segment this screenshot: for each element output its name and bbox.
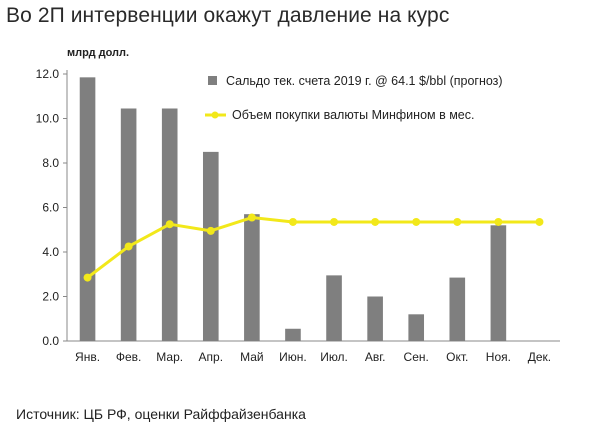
line-point bbox=[124, 242, 133, 251]
bar bbox=[244, 214, 260, 341]
y-tick-label: 6.0 bbox=[42, 201, 59, 215]
bar bbox=[202, 151, 219, 341]
bar bbox=[326, 275, 342, 341]
line-point bbox=[371, 217, 380, 226]
bar bbox=[408, 314, 425, 341]
bar bbox=[449, 277, 466, 341]
chart: 0.0 2.0 4.0 6.0 8.0 10.0 12.0 Янв. Фев. Мар. Апр. М… bbox=[36, 67, 560, 364]
y-tick-label: 8.0 bbox=[42, 156, 59, 170]
x-tick-label: Сен. bbox=[404, 350, 429, 364]
line-point bbox=[165, 220, 174, 229]
chart-title: Во 2П интервенции окажут давление на кур… bbox=[6, 4, 450, 27]
x-tick-label: Июл. bbox=[320, 350, 348, 364]
legend-label-purchases: Объем покупки валюты Минфином в мес. bbox=[232, 108, 474, 122]
series-line bbox=[86, 216, 540, 279]
x-tick-label: Янв. bbox=[75, 350, 100, 364]
bar bbox=[79, 77, 96, 342]
y-tick-label: 0.0 bbox=[42, 334, 59, 348]
y-tick-label: 10.0 bbox=[36, 112, 60, 126]
x-tick-label: Фев. bbox=[116, 350, 142, 364]
y-tick-label: 12.0 bbox=[36, 67, 60, 81]
y-tick-label: 4.0 bbox=[42, 245, 59, 259]
unit-label: млрд долл. bbox=[67, 47, 130, 59]
line-point bbox=[288, 217, 297, 226]
legend-bar-swatch bbox=[208, 76, 217, 85]
y-tick-label: 2.0 bbox=[42, 290, 59, 304]
bar bbox=[367, 296, 383, 341]
x-tick-label: Окт. bbox=[446, 350, 468, 364]
bar bbox=[285, 328, 301, 341]
x-tick-label: Апр. bbox=[199, 350, 224, 364]
line-point bbox=[494, 217, 503, 226]
legend-line-marker bbox=[211, 111, 219, 119]
line-point bbox=[330, 217, 339, 226]
legend-label-balance: Сальдо тек. счета 2019 г. @ 64.1 $/bbl (… bbox=[226, 74, 503, 88]
line-point bbox=[412, 217, 421, 226]
line-point bbox=[535, 217, 544, 226]
line-point bbox=[453, 217, 462, 226]
x-tick-label: Май bbox=[240, 350, 264, 364]
x-tick-label: Ноя. bbox=[486, 350, 511, 364]
bar bbox=[490, 225, 507, 341]
x-tick-label: Дек. bbox=[528, 350, 551, 364]
bar bbox=[120, 108, 137, 341]
x-tick-label: Мар. bbox=[156, 350, 183, 364]
line-point bbox=[83, 273, 92, 282]
line-point bbox=[247, 213, 256, 222]
x-tick-label: Июн. bbox=[279, 350, 307, 364]
source-note: Источник: ЦБ РФ, оценки Райффайзенбанка bbox=[16, 406, 306, 422]
x-tick-label: Авг. bbox=[365, 350, 386, 364]
line-point bbox=[206, 226, 215, 235]
